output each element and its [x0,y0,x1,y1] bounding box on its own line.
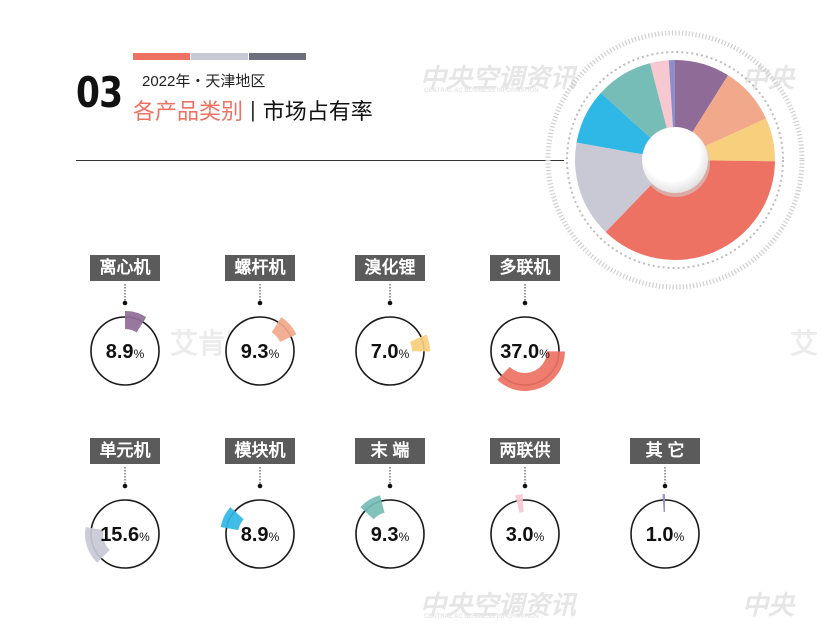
share-number: 9.3 [241,341,269,363]
category-label: 模块机 [225,438,295,464]
share-value: 9.3% [241,341,280,363]
share-percent-sign: % [399,347,410,361]
donut-svg [545,30,805,290]
mini-ring [225,499,295,569]
watermark-right-mid: 艾 [790,328,819,359]
page-title-separator: | [250,97,256,122]
category-mini-chart: 9.3% [220,281,300,391]
category-label: 离心机 [90,255,160,281]
share-percent-sign: % [269,530,280,544]
deco-bar-1 [133,53,190,60]
watermark-bottom-brand: 中央空调资讯 [420,590,577,620]
watermark-right-top: 中央 [742,63,795,93]
page-title-main: 市场占有率 [262,99,373,124]
header-rule [76,160,564,161]
category-mini-chart: 9.3% [350,464,430,574]
page-title-accent: 各产品类别 [133,99,244,124]
share-value: 37.0% [500,341,550,363]
page-title: 各产品类别 | 市场占有率 [133,94,373,126]
donut-hole [642,127,708,193]
deco-bar-3 [249,53,306,60]
share-number: 37.0 [500,341,539,363]
mini-share-sector-多联机 [497,351,565,391]
category-mini-chart: 1.0% [625,464,705,574]
mini-ring [490,499,560,569]
category-mini-chart: 37.0% [485,281,565,391]
connector-dot [122,483,128,489]
mini-chart-svg: 8.9% [90,284,160,386]
share-number: 8.9 [241,524,269,546]
donut-outer-tick-ring [545,30,805,290]
watermark-top-sub: CENTRAL AC BUSINESS INFORMATION [424,88,539,94]
mini-chart-svg: 8.9% [220,467,295,569]
category-label: 其 它 [630,438,700,464]
market-share-donut-chart [540,25,810,300]
connector-dot [122,300,128,306]
share-number: 3.0 [506,524,534,546]
share-number: 15.6 [100,524,139,546]
share-percent-sign: % [399,530,410,544]
category-label: 两联供 [490,438,560,464]
connector-dot [662,483,668,489]
donut-slice-多联机 [605,160,775,260]
share-value: 8.9% [241,524,280,546]
mini-share-sector-离心机 [125,311,147,333]
share-value: 3.0% [506,524,545,546]
mini-chart-svg: 9.3% [355,467,425,569]
mini-chart-svg: 1.0% [630,467,700,569]
share-value: 7.0% [371,341,410,363]
share-value: 15.6% [100,524,150,546]
share-number: 7.0 [371,341,399,363]
connector-dot [257,300,263,306]
category-label: 单元机 [90,438,160,464]
header-deco-bars [133,53,306,60]
category-mini-chart: 15.6% [85,464,165,574]
section-number: 03 [76,68,123,117]
donut-inner-dot-ring [566,51,784,269]
category-label: 多联机 [490,255,560,281]
category-mini-chart: 7.0% [350,281,430,391]
connector-dot [257,483,263,489]
watermark-bottom-sub: CENTRAL AC BUSINESS INFORMATION [424,614,539,620]
connector-dot [522,300,528,306]
watermark-top-brand: 中央空调资讯 [420,63,577,93]
share-percent-sign: % [539,347,550,361]
share-percent-sign: % [134,347,145,361]
share-percent-sign: % [534,530,545,544]
category-label: 螺杆机 [225,255,295,281]
connector-dot [522,483,528,489]
mini-share-sector-螺杆机 [271,317,297,342]
mini-chart-svg: 3.0% [490,467,560,569]
mini-chart-svg: 37.0% [490,284,565,391]
mini-share-sector-溴化锂 [410,334,430,352]
share-value: 9.3% [371,524,410,546]
share-number: 9.3 [371,524,399,546]
mini-chart-svg: 15.6% [85,467,160,569]
mini-share-sector-单元机 [85,526,110,563]
category-label: 末 端 [355,438,425,464]
share-number: 1.0 [646,524,674,546]
category-mini-chart: 3.0% [485,464,565,574]
mini-share-sector-模块机 [220,507,244,531]
share-percent-sign: % [139,530,150,544]
mini-chart-svg: 7.0% [355,284,430,386]
page-subtitle: 2022年・天津地区 [142,73,266,90]
mini-share-sector-两联供 [515,494,524,513]
connector-dot [387,483,393,489]
deco-bar-2 [191,53,248,60]
mini-share-sector-其它 [662,494,665,513]
share-value: 8.9% [106,341,145,363]
share-number: 8.9 [106,341,134,363]
connector-dot [387,300,393,306]
share-percent-sign: % [269,347,280,361]
mini-share-sector-末端 [360,495,385,520]
watermark-right-bottom: 中央 [742,590,795,620]
share-percent-sign: % [674,530,685,544]
mini-chart-svg: 9.3% [225,284,297,386]
category-mini-chart: 8.9% [85,281,165,391]
category-mini-chart: 8.9% [220,464,300,574]
share-value: 1.0% [646,524,685,546]
category-label: 溴化锂 [355,255,425,281]
